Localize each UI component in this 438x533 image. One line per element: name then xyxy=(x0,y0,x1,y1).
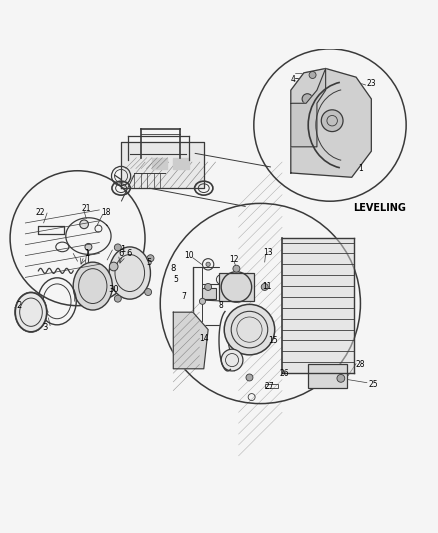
Circle shape xyxy=(309,71,316,78)
Text: 1: 1 xyxy=(84,249,89,258)
Circle shape xyxy=(233,265,240,272)
Polygon shape xyxy=(173,158,188,168)
Text: 1: 1 xyxy=(120,246,125,254)
Text: 1: 1 xyxy=(358,164,363,173)
Text: 14: 14 xyxy=(199,334,208,343)
Text: 5: 5 xyxy=(147,257,152,266)
Circle shape xyxy=(321,110,343,132)
Polygon shape xyxy=(291,68,371,177)
Circle shape xyxy=(114,295,121,302)
Text: 27: 27 xyxy=(264,382,274,391)
Text: 2: 2 xyxy=(16,301,21,310)
Polygon shape xyxy=(152,158,167,168)
Text: 13: 13 xyxy=(263,248,273,256)
Text: 8: 8 xyxy=(171,264,176,273)
Text: LEVELING: LEVELING xyxy=(353,203,406,213)
Text: 28: 28 xyxy=(356,360,365,369)
Text: 26: 26 xyxy=(279,369,289,377)
Text: 8: 8 xyxy=(219,301,223,310)
Circle shape xyxy=(337,375,345,382)
Circle shape xyxy=(302,94,313,104)
Circle shape xyxy=(80,220,88,229)
Text: 15: 15 xyxy=(268,336,278,345)
Circle shape xyxy=(205,284,212,290)
Circle shape xyxy=(221,349,243,371)
Text: 30: 30 xyxy=(108,285,119,294)
Text: 11: 11 xyxy=(262,281,272,290)
Polygon shape xyxy=(173,312,208,369)
Text: 25: 25 xyxy=(369,379,378,389)
Text: 7: 7 xyxy=(182,293,187,302)
Text: 18: 18 xyxy=(101,208,110,217)
Text: 22: 22 xyxy=(36,208,45,217)
Polygon shape xyxy=(121,142,204,188)
Text: 6: 6 xyxy=(118,249,124,258)
Ellipse shape xyxy=(15,293,47,332)
Text: 23: 23 xyxy=(367,79,376,88)
Bar xyxy=(219,273,254,301)
Text: 12: 12 xyxy=(230,255,239,264)
Circle shape xyxy=(145,288,152,295)
Bar xyxy=(308,365,347,389)
Ellipse shape xyxy=(73,262,113,310)
Circle shape xyxy=(85,244,92,251)
Text: 10: 10 xyxy=(184,251,193,260)
Ellipse shape xyxy=(109,247,150,299)
Text: 21: 21 xyxy=(81,204,91,213)
Circle shape xyxy=(147,255,154,262)
Text: 5: 5 xyxy=(173,275,178,284)
Polygon shape xyxy=(291,68,325,147)
Text: 4: 4 xyxy=(290,75,295,84)
Circle shape xyxy=(246,374,253,381)
Text: 3: 3 xyxy=(42,323,48,332)
Bar xyxy=(202,288,215,299)
Circle shape xyxy=(261,284,268,290)
Circle shape xyxy=(110,262,118,271)
Text: 6: 6 xyxy=(127,249,132,258)
Circle shape xyxy=(199,298,205,304)
Circle shape xyxy=(206,262,210,266)
Circle shape xyxy=(224,304,275,355)
Polygon shape xyxy=(282,238,354,373)
Bar xyxy=(265,384,278,389)
Circle shape xyxy=(114,244,121,251)
